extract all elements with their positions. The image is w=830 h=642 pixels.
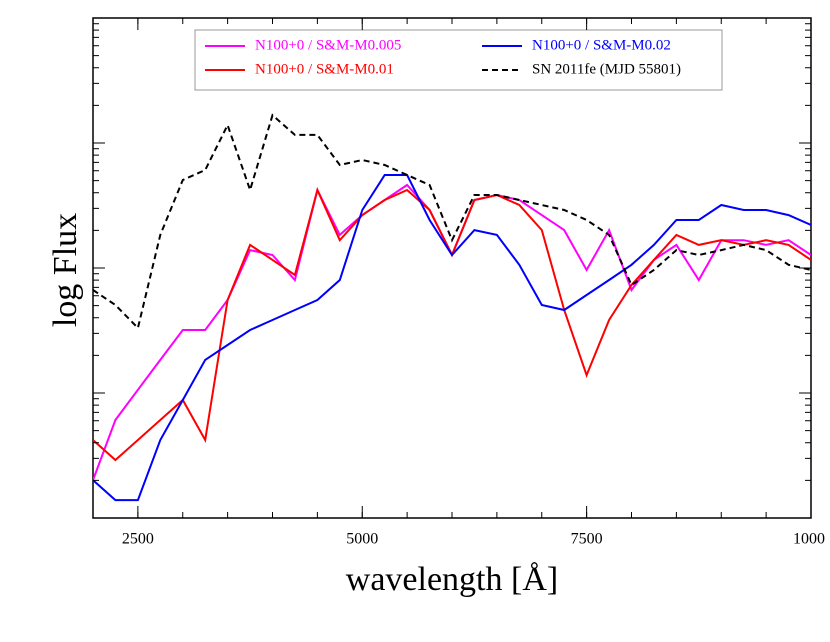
series-line xyxy=(93,183,811,481)
legend-label: N100+0 / S&M-M0.005 xyxy=(255,37,401,53)
legend-label: N100+0 / S&M-M0.02 xyxy=(532,37,671,53)
x-axis-label: wavelength [Å] xyxy=(346,561,558,598)
legend-box xyxy=(194,29,723,91)
plot-lines xyxy=(93,113,811,502)
plot-frame xyxy=(92,17,812,519)
legend-label: N100+0 / S&M-M0.01 xyxy=(255,61,394,77)
series-line xyxy=(93,174,811,502)
x-tick-label: 5000 xyxy=(346,531,378,548)
x-tick-label: 2500 xyxy=(122,531,154,548)
x-tick-label: 1000 xyxy=(793,531,825,548)
x-tick-label: 7500 xyxy=(571,531,603,548)
series-line xyxy=(93,187,811,462)
series-line xyxy=(93,113,811,330)
y-axis-label: log Flux xyxy=(47,213,84,327)
legend-label: SN 2011fe (MJD 55801) xyxy=(532,61,681,77)
